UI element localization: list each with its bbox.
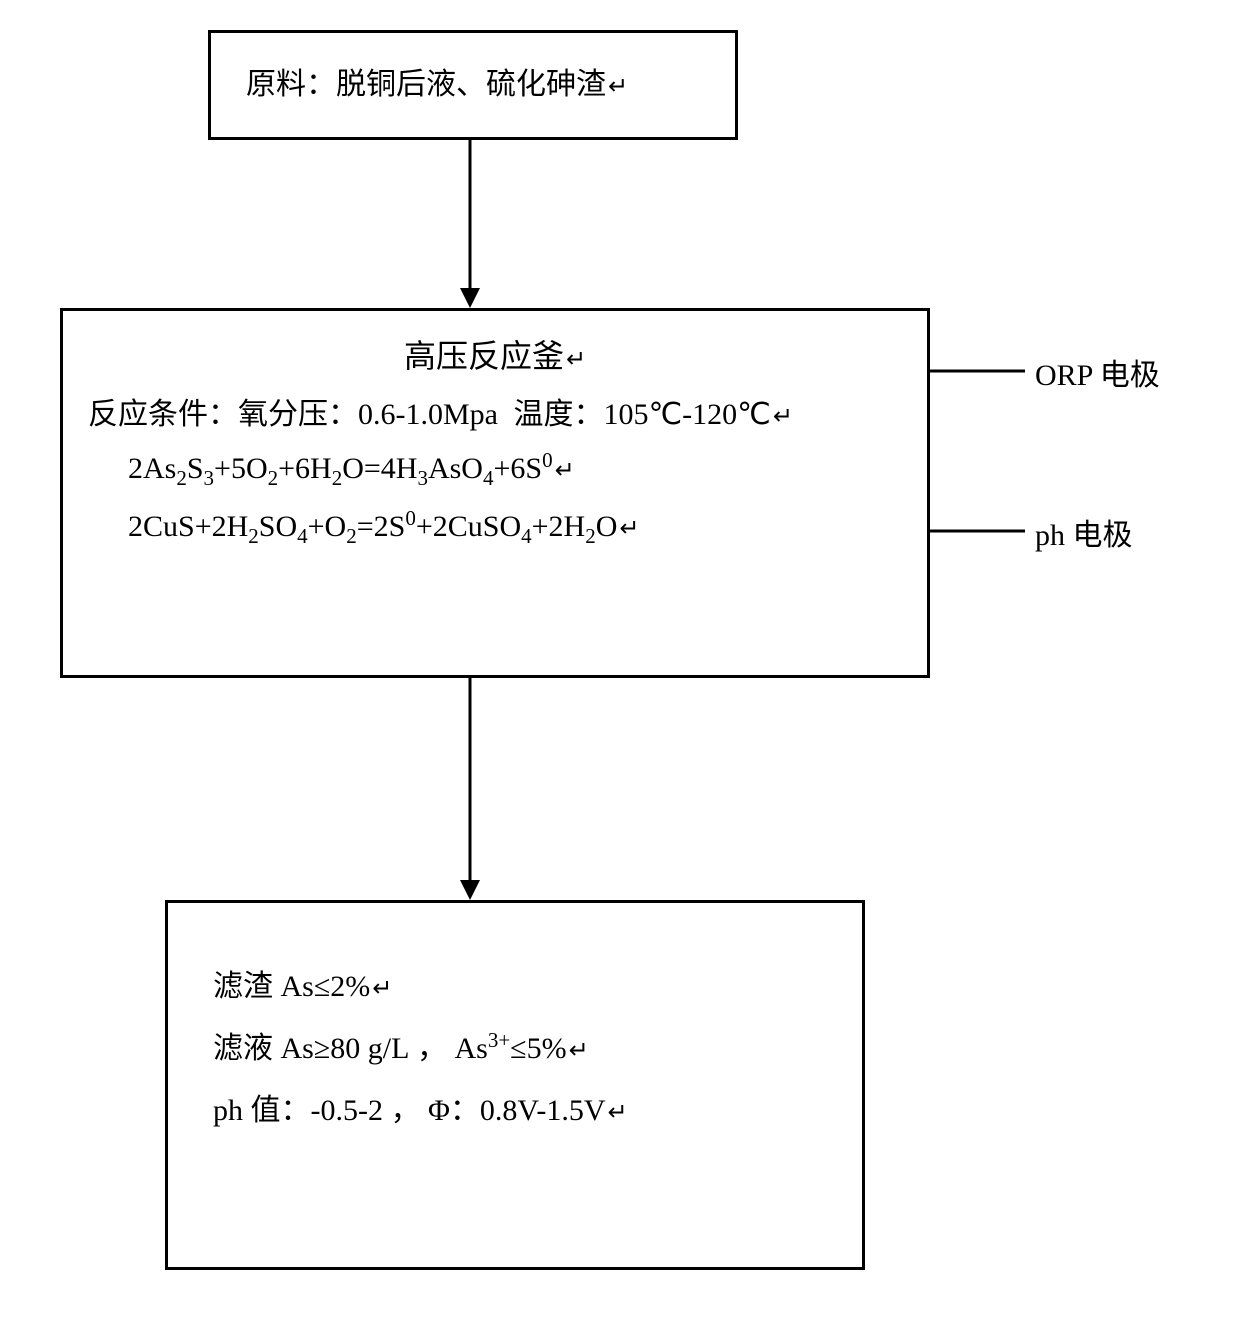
return-mark-icon: ↵ <box>773 404 793 430</box>
return-mark-icon: ↵ <box>555 458 575 484</box>
residue-prefix: 滤渣 <box>213 970 281 1003</box>
phi-label: Φ： <box>428 1094 480 1127</box>
ph-out-value: -0.5-2 <box>311 1094 383 1127</box>
arrow-2 <box>455 678 485 900</box>
return-mark-icon: ↵ <box>608 1100 628 1126</box>
equation-2: 2CuS+2H2SO4+O2=2S0+2CuSO4+2H2O <box>128 510 617 543</box>
box-reactor: 高压反应釜↵ 反应条件：氧分压：0.6-1.0Mpa 温度：105℃-120℃↵… <box>60 308 930 678</box>
filtrate-b: As3+≤5% <box>454 1032 566 1065</box>
oxygen-label: 氧分压： <box>238 398 358 431</box>
side-connector-orp <box>930 368 1025 374</box>
phi-value: 0.8V-1.5V <box>480 1094 606 1127</box>
conditions-prefix: 反应条件： <box>88 398 238 431</box>
return-mark-icon: ↵ <box>569 1038 589 1064</box>
filtrate-prefix: 滤液 <box>213 1032 281 1065</box>
return-mark-icon: ↵ <box>619 516 639 542</box>
equation-1: 2As2S3+5O2+6H2O=4H3AsO4+6S0 <box>128 452 553 485</box>
arrow-1 <box>455 140 485 308</box>
box-raw-materials: 原料：脱铜后液、硫化砷渣↵ <box>208 30 738 140</box>
orp-text: ORP 电极 <box>1035 359 1160 392</box>
side-connector-ph <box>930 528 1025 534</box>
temp-label: 温度： <box>513 398 603 431</box>
out-sep: ， <box>383 1094 428 1127</box>
residue-value: As≤2% <box>281 970 371 1003</box>
temp-value: 105℃-120℃ <box>603 398 770 431</box>
reactor-title: 高压反应釜 <box>404 338 564 374</box>
oxygen-value: 0.6-1.0Mpa <box>358 398 498 431</box>
box-output: 滤渣 As≤2%↵ 滤液 As≥80 g/L ， As3+≤5%↵ ph 值：-… <box>165 900 865 1270</box>
ph-text: ph 电极 <box>1035 519 1133 552</box>
ph-out-label: ph 值： <box>213 1094 311 1127</box>
ph-electrode-label: ph 电极 <box>1035 510 1133 554</box>
raw-materials-label: 原料：脱铜后液、硫化砷渣 <box>246 68 606 101</box>
return-mark-icon: ↵ <box>608 74 628 100</box>
return-mark-icon: ↵ <box>372 976 392 1002</box>
filtrate-a: As≥80 g/L <box>281 1032 410 1065</box>
orp-electrode-label: ORP 电极 <box>1035 350 1160 394</box>
filtrate-sep: ， <box>409 1032 454 1065</box>
return-mark-icon: ↵ <box>566 347 586 373</box>
